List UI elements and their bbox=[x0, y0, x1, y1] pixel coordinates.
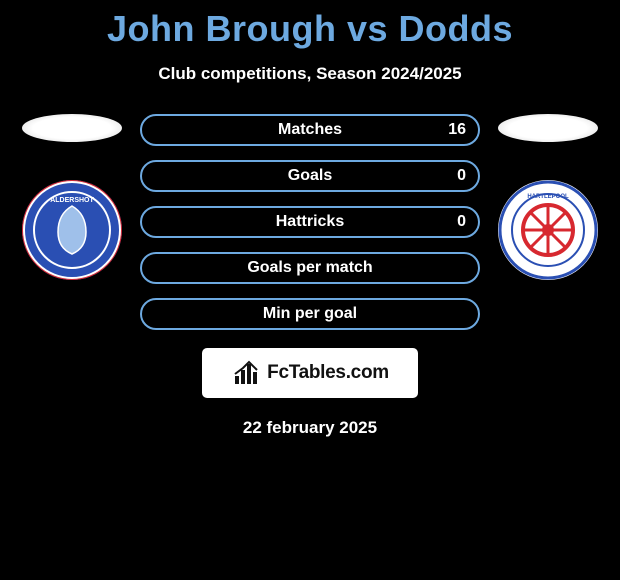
subtitle: Club competitions, Season 2024/2025 bbox=[0, 64, 620, 84]
stat-label: Min per goal bbox=[263, 305, 357, 323]
brand-text: FcTables.com bbox=[267, 362, 389, 384]
stat-row-min-per-goal: Min per goal bbox=[140, 298, 480, 330]
stat-label: Matches bbox=[278, 121, 342, 139]
comparison-panel: ALDERSHOT Matches 16 Goals 0 Hattricks 0 bbox=[0, 114, 620, 330]
right-player-column: HARTLEPOOL bbox=[498, 114, 598, 280]
right-club-badge: HARTLEPOOL bbox=[498, 180, 598, 280]
svg-text:HARTLEPOOL: HARTLEPOOL bbox=[527, 194, 569, 200]
stat-row-hattricks: Hattricks 0 bbox=[140, 206, 480, 238]
left-player-column: ALDERSHOT bbox=[22, 114, 122, 280]
stat-right-value: 16 bbox=[448, 121, 466, 139]
stat-row-goals: Goals 0 bbox=[140, 160, 480, 192]
svg-text:ALDERSHOT: ALDERSHOT bbox=[50, 197, 94, 204]
stat-label: Goals bbox=[288, 167, 332, 185]
left-player-avatar bbox=[22, 114, 122, 142]
stats-bars: Matches 16 Goals 0 Hattricks 0 Goals per… bbox=[140, 114, 480, 330]
hartlepool-badge-icon: HARTLEPOOL bbox=[498, 180, 598, 280]
page-title: John Brough vs Dodds bbox=[0, 8, 620, 50]
bar-chart-icon bbox=[231, 358, 261, 388]
right-player-avatar bbox=[498, 114, 598, 142]
stat-row-matches: Matches 16 bbox=[140, 114, 480, 146]
brand-logo: FcTables.com bbox=[202, 348, 418, 398]
date-text: 22 february 2025 bbox=[0, 418, 620, 438]
stat-right-value: 0 bbox=[457, 167, 466, 185]
left-club-badge: ALDERSHOT bbox=[22, 180, 122, 280]
aldershot-badge-icon: ALDERSHOT bbox=[22, 180, 122, 280]
stat-label: Goals per match bbox=[247, 259, 372, 277]
stat-row-goals-per-match: Goals per match bbox=[140, 252, 480, 284]
stat-label: Hattricks bbox=[276, 213, 344, 231]
stat-right-value: 0 bbox=[457, 213, 466, 231]
